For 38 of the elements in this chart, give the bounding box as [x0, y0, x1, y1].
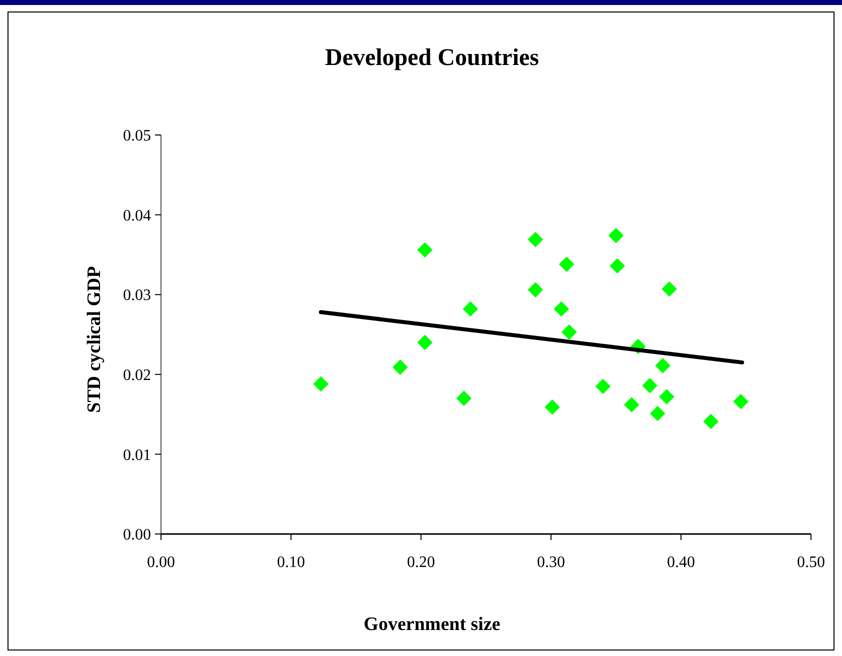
- point: [655, 358, 670, 374]
- point: [624, 397, 640, 412]
- point: [650, 406, 666, 422]
- y-tick-label: 0.00: [123, 526, 151, 544]
- point: [313, 376, 329, 392]
- y-tick-label: 0.03: [123, 287, 151, 304]
- x-tick-label: 0.30: [537, 554, 565, 571]
- chart-title: Developed Countries: [325, 45, 539, 71]
- point: [595, 378, 611, 394]
- y-tick-label: 0.05: [123, 128, 151, 145]
- point: [462, 301, 478, 317]
- point: [456, 390, 472, 406]
- point: [659, 389, 674, 404]
- point: [662, 281, 677, 297]
- x-tick-label: 0.10: [277, 554, 305, 571]
- point: [528, 282, 544, 298]
- y-tick-label: 0.01: [123, 446, 151, 464]
- y-tick-label: 0.02: [123, 367, 151, 384]
- y-tick-label: 0.04: [123, 207, 151, 224]
- point: [562, 324, 577, 340]
- x-tick-label: 0.50: [797, 554, 825, 571]
- point: [733, 394, 748, 410]
- x-tick-label: 0.20: [407, 554, 435, 571]
- point: [610, 258, 625, 274]
- x-tick-label: 0.00: [147, 554, 175, 571]
- point: [608, 228, 624, 244]
- x-tick-label: 0.40: [667, 554, 695, 571]
- point: [392, 360, 408, 375]
- point: [544, 399, 560, 415]
- point: [417, 334, 433, 350]
- point: [528, 232, 544, 248]
- y-axis-title: STD cyclical GDP: [84, 266, 105, 413]
- x-axis-title: Government size: [364, 614, 500, 635]
- point: [417, 242, 433, 258]
- point: [554, 301, 570, 317]
- point: [703, 414, 719, 430]
- point: [642, 378, 658, 394]
- point: [558, 256, 574, 272]
